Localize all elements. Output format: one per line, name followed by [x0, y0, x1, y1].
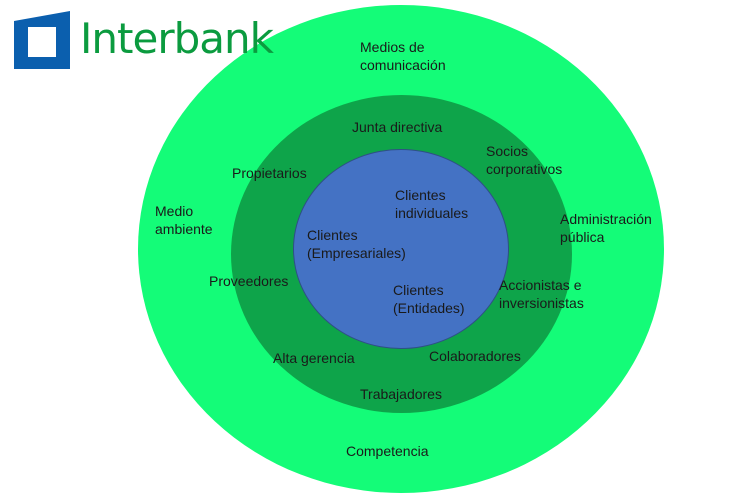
label-colaboradores: Colaboradores — [429, 348, 521, 364]
label-medios-de-comunicacion: Medios de comunicación — [360, 39, 446, 73]
label-competencia: Competencia — [346, 443, 429, 459]
interbank-logo: Interbank — [12, 9, 274, 71]
label-administracion-publica: Administración pública — [560, 211, 652, 245]
label-clientes-individuales: Clientes individuales — [395, 187, 469, 221]
interbank-wordmark: Interbank — [80, 14, 274, 63]
label-clientes-entidades: Clientes (Entidades) — [393, 282, 465, 316]
label-medio-ambiente: Medio ambiente — [155, 203, 213, 237]
label-proveedores: Proveedores — [209, 273, 289, 289]
interbank-mark-icon — [14, 11, 70, 69]
label-accionistas-inversionistas: Accionistas e inversionistas — [499, 277, 584, 311]
label-alta-gerencia: Alta gerencia — [273, 350, 355, 366]
label-junta-directiva: Junta directiva — [352, 119, 443, 135]
label-clientes-empresariales: Clientes (Empresariales) — [307, 227, 406, 261]
label-socios-corporativos: Socios corporativos — [486, 143, 563, 177]
inner-circle — [293, 149, 509, 349]
label-propietarios: Propietarios — [232, 165, 307, 181]
label-trabajadores: Trabajadores — [360, 386, 442, 402]
